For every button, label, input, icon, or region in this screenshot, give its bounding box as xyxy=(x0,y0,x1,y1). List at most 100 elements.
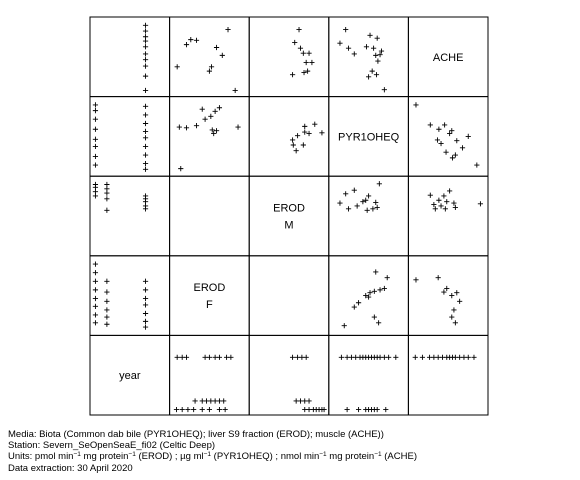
matrix-cell-r1-c0 xyxy=(89,96,171,177)
scatter-point xyxy=(293,148,299,154)
scatter-point xyxy=(432,206,438,212)
scatter-point xyxy=(142,287,149,293)
scatter-point xyxy=(341,323,347,329)
scatterplot-matrix: year EROD F EROD M PYR1OHEQ ACHE xyxy=(89,16,489,416)
scatter-point xyxy=(443,149,449,155)
scatter-point xyxy=(183,125,190,131)
scatter-point xyxy=(142,38,149,44)
scatter-point xyxy=(212,108,218,114)
scatter-point xyxy=(302,129,308,135)
scatter-point xyxy=(292,39,298,46)
scatter-point xyxy=(142,128,149,134)
scatter-point xyxy=(92,143,99,150)
scatter-point xyxy=(345,45,352,51)
scatter-point xyxy=(142,295,149,302)
scatter-point xyxy=(454,138,460,144)
scatter-point xyxy=(142,44,149,50)
scatter-point xyxy=(216,406,223,413)
scatter-point xyxy=(337,200,343,206)
scatter-point xyxy=(104,314,110,320)
scatter-point xyxy=(452,204,458,211)
matrix-cell-r2-c3 xyxy=(328,175,409,257)
scatter-point xyxy=(202,116,208,122)
scatter-point xyxy=(436,197,442,203)
scatter-point xyxy=(343,191,349,197)
scatter-point xyxy=(206,354,212,360)
scatter-point xyxy=(449,314,455,320)
matrix-cell-r1-c4 xyxy=(407,96,489,177)
scatter-point xyxy=(474,162,480,168)
scatter-point xyxy=(393,354,399,360)
scatter-point xyxy=(381,87,387,93)
matrix-cell-r2-c1 xyxy=(169,175,250,257)
scatter-point xyxy=(381,285,387,292)
scatter-point xyxy=(354,203,360,209)
scatter-point xyxy=(477,201,484,207)
scatter-point xyxy=(142,143,149,150)
variable-label-ache: ACHE xyxy=(433,52,464,64)
scatter-point xyxy=(192,398,198,404)
matrix-cell-r2-c2 xyxy=(248,175,330,257)
caption-units: Units: pmol min−1 mg protein−1 (EROD) ; … xyxy=(8,451,417,463)
variable-label-pyr1oheq: PYR1OHEQ xyxy=(338,131,400,143)
scatter-point xyxy=(174,64,180,70)
scatter-point xyxy=(294,133,301,139)
scatter-point xyxy=(199,406,205,413)
scatter-point xyxy=(367,32,373,38)
scatter-point xyxy=(221,398,227,404)
scatter-point xyxy=(435,275,441,281)
scatter-point xyxy=(441,193,447,199)
scatter-point xyxy=(199,106,205,112)
scatter-point xyxy=(104,196,110,202)
matrix-cell-r3-c2 xyxy=(248,255,330,336)
scatter-point xyxy=(92,136,99,142)
scatter-point xyxy=(337,40,343,46)
scatter-point xyxy=(449,155,456,161)
scatter-point xyxy=(457,298,463,304)
scatter-point xyxy=(454,290,460,296)
scatter-point xyxy=(366,193,372,199)
scatter-point xyxy=(374,35,380,41)
matrix-cell-r1-c1 xyxy=(169,96,250,177)
scatter-point xyxy=(465,354,471,360)
scatter-point xyxy=(208,113,214,119)
scatter-point xyxy=(178,166,184,172)
scatter-point xyxy=(176,124,182,130)
scatter-point xyxy=(92,126,99,132)
scatter-point xyxy=(191,406,197,413)
scatter-point xyxy=(449,128,455,134)
scatter-point xyxy=(142,87,149,94)
matrix-cell-r3-c0 xyxy=(89,255,171,336)
scatter-point xyxy=(413,277,419,283)
scatter-point xyxy=(355,300,362,306)
variable-label-erod_f: EROD xyxy=(194,282,226,294)
scatter-point xyxy=(142,22,149,28)
scatter-point xyxy=(193,37,200,43)
scatter-point xyxy=(142,112,149,118)
scatter-point xyxy=(142,324,149,330)
scatter-point xyxy=(373,269,379,275)
scatter-point xyxy=(343,26,349,33)
scatter-point xyxy=(104,190,110,196)
scatter-point xyxy=(297,45,304,51)
scatter-point xyxy=(306,398,312,404)
scatter-point xyxy=(363,293,369,299)
scatter-point xyxy=(183,354,190,360)
scatter-point xyxy=(179,406,185,413)
scatter-point xyxy=(142,103,149,109)
scatter-point xyxy=(306,50,312,56)
scatter-point xyxy=(104,207,110,213)
scatter-point xyxy=(374,204,380,211)
scatter-point xyxy=(92,270,99,276)
matrix-cell-r2-c0 xyxy=(89,175,171,257)
scatter-point xyxy=(447,130,453,137)
scatter-point xyxy=(371,45,377,51)
scatter-point xyxy=(183,42,190,48)
scatter-point xyxy=(366,74,372,80)
scatter-point xyxy=(142,206,149,212)
matrix-cell-r3-c4 xyxy=(407,255,489,336)
scatter-point xyxy=(449,293,455,299)
scatter-point xyxy=(351,51,357,57)
caption-station: Station: Severn_SeOpenSeaE_fi02 (Celtic … xyxy=(8,440,216,452)
scatter-point xyxy=(301,69,307,76)
